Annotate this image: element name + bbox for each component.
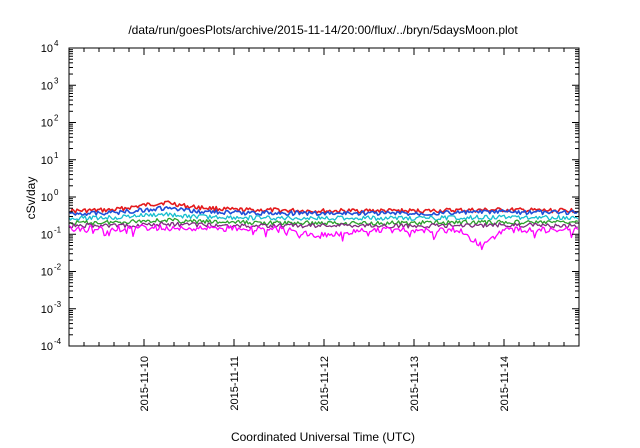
x-tick-label: 2015-11-10	[139, 356, 151, 411]
y-tick-label: 10	[41, 192, 53, 204]
y-tick-label: 10	[41, 80, 53, 92]
x-tick-label: 2015-11-11	[229, 356, 241, 411]
y-tick-label: 10	[41, 267, 53, 279]
y-tick-exponent: 1	[54, 151, 59, 160]
y-tick-label: 10	[41, 155, 53, 167]
y-tick-label: 10	[41, 118, 53, 130]
y-tick-exponent: 4	[54, 39, 59, 48]
y-tick-label: 10	[41, 229, 53, 241]
y-axis-label: cSv/day	[24, 177, 38, 220]
y-tick-exponent: -3	[54, 300, 62, 309]
plot-frame	[68, 47, 580, 347]
y-tick-exponent: 2	[54, 114, 59, 123]
series-layer	[68, 200, 579, 251]
x-tick-label: 2015-11-13	[409, 356, 421, 411]
y-tick-exponent: -2	[54, 263, 62, 272]
x-tick-label: 2015-11-14	[499, 356, 511, 411]
series-line	[68, 224, 579, 251]
y-tick-label: 10	[41, 341, 53, 353]
series-line	[68, 200, 579, 214]
series-line	[68, 211, 579, 221]
y-tick-exponent: 0	[54, 188, 59, 197]
y-tick-exponent: -4	[54, 337, 62, 346]
series-line	[68, 221, 578, 229]
x-tick-label: 2015-11-12	[319, 356, 331, 411]
chart-title: /data/run/goesPlots/archive/2015-11-14/2…	[128, 23, 518, 37]
y-tick-label: 10	[41, 43, 53, 55]
x-axis-label: Coordinated Universal Time (UTC)	[231, 430, 415, 444]
y-tick-exponent: -1	[54, 225, 62, 234]
y-tick-exponent: 3	[54, 76, 59, 85]
y-tick-label: 10	[41, 304, 53, 316]
series-line	[68, 205, 579, 217]
